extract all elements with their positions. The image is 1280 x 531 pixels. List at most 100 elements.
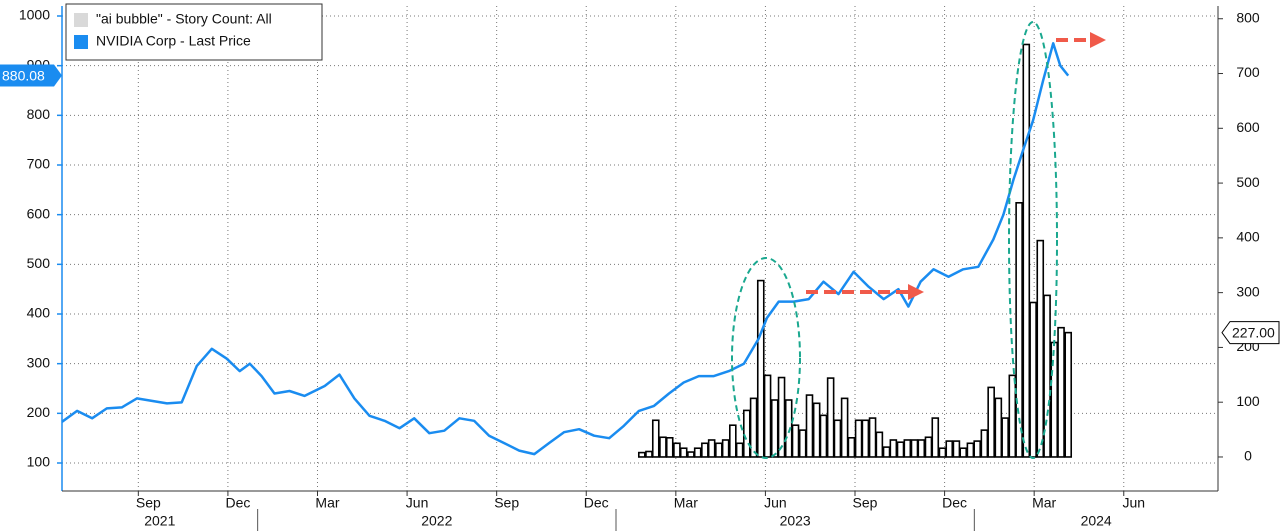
- last-value-flag: [0, 64, 62, 87]
- bar: [798, 429, 807, 458]
- last-value-label: 880.08: [2, 67, 45, 83]
- legend: "ai bubble" - Story Count: All NVIDIA Cor…: [65, 3, 323, 61]
- bar: [812, 402, 821, 458]
- bar: [673, 442, 681, 458]
- bar: [854, 419, 863, 458]
- legend-swatch: [74, 35, 88, 49]
- y-tick-label: 100: [27, 454, 51, 470]
- x-tick-label: Sep: [494, 495, 519, 511]
- bar: [735, 442, 744, 458]
- bar: [889, 439, 898, 458]
- bar: [1050, 341, 1059, 458]
- x-tick-label: Dec: [942, 495, 967, 511]
- legend-label: NVIDIA Corp - Last Price: [96, 33, 251, 49]
- year-label: 2024: [1081, 513, 1112, 529]
- bar: [875, 431, 884, 458]
- last-value-flag: [1221, 321, 1280, 345]
- y2-tick-label: 100: [1236, 393, 1260, 409]
- bar: [756, 279, 765, 458]
- bar: [805, 394, 814, 458]
- x-tick-label: Dec: [584, 495, 609, 511]
- bar: [721, 439, 730, 458]
- bar: [665, 437, 674, 458]
- bar: [868, 417, 877, 458]
- year-label: 2023: [780, 513, 811, 529]
- bar: [1008, 374, 1017, 458]
- last-value-label: 227.00: [1232, 324, 1275, 340]
- highlight-ellipse: [1008, 21, 1058, 459]
- legend-label: "ai bubble" - Story Count: All: [96, 11, 272, 27]
- bar: [924, 436, 933, 458]
- x-tick-label: Dec: [225, 495, 250, 511]
- y2-tick-label: 800: [1236, 9, 1260, 25]
- bar: [896, 441, 905, 458]
- bar: [931, 417, 940, 458]
- bar: [637, 451, 646, 458]
- y-tick-label: 500: [27, 255, 51, 271]
- bar: [687, 451, 695, 458]
- bar: [938, 447, 947, 458]
- y-tick-label: 800: [27, 106, 51, 122]
- y-tick-label: 400: [27, 305, 51, 321]
- y-tick-label: 1000: [19, 7, 50, 23]
- bar: [945, 440, 954, 458]
- year-label: 2021: [144, 513, 175, 529]
- bar: [659, 436, 667, 458]
- bar: [701, 442, 709, 458]
- x-tick-label: Jun: [1122, 495, 1145, 511]
- bar: [826, 377, 835, 458]
- bar: [742, 409, 751, 458]
- bar: [777, 376, 786, 458]
- bar: [847, 437, 856, 458]
- bar: [1015, 201, 1023, 458]
- bar: [749, 397, 758, 458]
- bar: [917, 439, 926, 458]
- x-tick-label: Sep: [136, 495, 161, 511]
- arrow-head: [1090, 32, 1106, 48]
- plot: 1002003004005006007008009001000010020030…: [19, 6, 1260, 531]
- bar: [1057, 326, 1065, 458]
- bar: [994, 397, 1003, 458]
- highlight-ellipse: [731, 257, 801, 459]
- bar: [791, 424, 800, 458]
- bar: [1043, 294, 1051, 458]
- bar: [693, 447, 702, 458]
- y-tick-label: 700: [27, 156, 51, 172]
- bar: [987, 386, 995, 458]
- bar: [784, 399, 793, 458]
- y2-tick-label: 400: [1236, 229, 1260, 245]
- y-tick-label: 600: [27, 205, 51, 221]
- annotations: [731, 21, 1106, 459]
- x-tick-label: Mar: [674, 495, 698, 511]
- bar: [1022, 43, 1031, 458]
- x-tick-label: Jun: [764, 495, 787, 511]
- y2-tick-label: 300: [1236, 283, 1260, 299]
- y-tick-label: 300: [27, 354, 51, 370]
- price-line: [61, 42, 1070, 456]
- y2-tick-label: 600: [1236, 119, 1260, 135]
- x-tick-label: Mar: [315, 495, 339, 511]
- bar: [840, 397, 849, 458]
- arrow-head: [908, 284, 924, 300]
- bar: [763, 374, 772, 458]
- bar: [715, 442, 723, 458]
- bar: [1064, 331, 1073, 458]
- bar: [651, 419, 660, 458]
- bar: [679, 447, 688, 458]
- bar: [959, 447, 968, 458]
- legend-box: [65, 3, 323, 61]
- bar: [645, 450, 653, 458]
- bar: [707, 439, 716, 458]
- y2-tick-label: 0: [1244, 448, 1252, 464]
- bar: [903, 439, 912, 458]
- bar: [1036, 239, 1045, 458]
- bar: [973, 440, 981, 458]
- x-tick-label: Sep: [853, 495, 878, 511]
- bar: [910, 439, 919, 458]
- bar: [770, 399, 779, 458]
- bar: [1001, 417, 1009, 458]
- bar: [819, 414, 828, 458]
- bar: [833, 419, 842, 458]
- y2-tick-label: 500: [1236, 174, 1260, 190]
- y2-tick-label: 700: [1236, 64, 1260, 80]
